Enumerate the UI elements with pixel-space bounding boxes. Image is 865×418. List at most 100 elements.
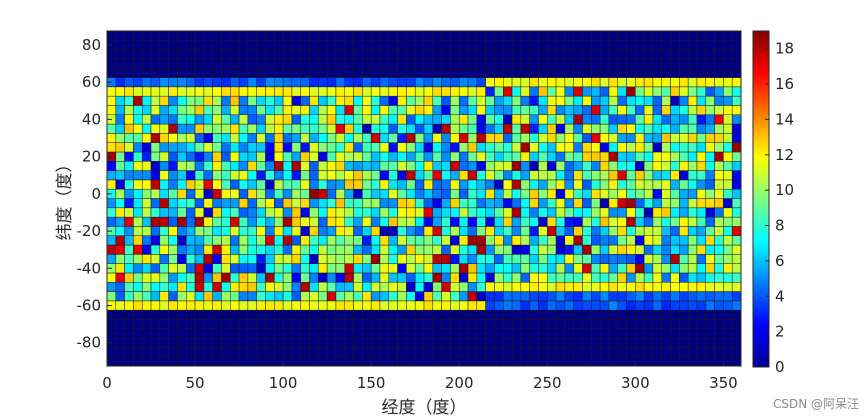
heatmap-cell [511, 123, 522, 134]
heatmap-cell [511, 67, 522, 78]
heatmap-cell [555, 337, 566, 348]
heatmap-cell [423, 30, 434, 41]
heatmap-cell [397, 309, 407, 320]
heatmap-cell [230, 282, 240, 292]
heatmap-cell [379, 328, 390, 339]
heatmap-cell [547, 291, 557, 302]
heatmap-cell [326, 67, 337, 78]
heatmap-cell [414, 67, 425, 78]
heatmap-cell [476, 133, 486, 143]
heatmap-cell [696, 179, 707, 190]
heatmap-cell [344, 226, 354, 236]
heatmap-cell [150, 30, 161, 41]
heatmap-cell [705, 356, 715, 367]
heatmap-cell [423, 337, 434, 348]
heatmap-cell [573, 142, 583, 153]
heatmap-cell [529, 291, 539, 302]
heatmap-cell [221, 347, 231, 357]
heatmap-cell [186, 170, 196, 181]
heatmap-cell [670, 263, 680, 274]
heatmap-cell [626, 207, 636, 218]
heatmap-cell [696, 282, 707, 292]
heatmap-cell [564, 151, 574, 162]
heatmap-cell [705, 226, 715, 236]
heatmap-cell [291, 95, 301, 106]
heatmap-cell [687, 133, 698, 143]
heatmap-cell [274, 216, 284, 227]
heatmap-cell [599, 188, 610, 199]
heatmap-cell [256, 30, 266, 41]
heatmap-cell [529, 337, 539, 348]
heatmap-cell [520, 105, 530, 116]
colorbar-tick-label: 2 [775, 323, 785, 341]
heatmap-cell [485, 300, 495, 311]
heatmap-cell [388, 179, 398, 190]
heatmap-cell [511, 272, 522, 283]
heatmap-cell [432, 272, 442, 283]
heatmap-cell [326, 142, 337, 153]
heatmap-cell [591, 49, 601, 60]
heatmap-cell [547, 179, 557, 190]
heatmap-cell [511, 49, 522, 60]
heatmap-cell [458, 300, 469, 311]
heatmap-cell [626, 235, 636, 246]
heatmap-cell [661, 67, 671, 78]
heatmap-cell [397, 188, 407, 199]
heatmap-cell [256, 161, 266, 171]
heatmap-cell [256, 309, 266, 320]
heatmap-cell [661, 254, 671, 264]
heatmap-cell [221, 263, 231, 274]
heatmap-cell [714, 67, 724, 78]
heatmap-cell [503, 263, 513, 274]
heatmap-cell [467, 105, 478, 116]
heatmap-cell [238, 226, 249, 236]
heatmap-cell [150, 347, 161, 357]
heatmap-cell [591, 123, 601, 134]
heatmap-cell [256, 328, 266, 339]
heatmap-cell [476, 216, 486, 227]
heatmap-cell [194, 272, 205, 283]
heatmap-cell [177, 309, 187, 320]
heatmap-cell [450, 151, 460, 162]
heatmap-cell [388, 347, 398, 357]
heatmap-cell [414, 207, 425, 218]
heatmap-cell [141, 235, 152, 246]
heatmap-cell [168, 356, 178, 367]
heatmap-cell [432, 263, 442, 274]
heatmap-cell [564, 77, 574, 88]
heatmap-cell [159, 179, 169, 190]
heatmap-cell [538, 161, 548, 171]
heatmap-cell [608, 49, 618, 60]
heatmap-cell [247, 254, 257, 264]
heatmap-cell [256, 58, 266, 69]
heatmap-cell [150, 244, 161, 255]
heatmap-cell [150, 123, 161, 134]
heatmap-cell [353, 282, 363, 292]
heatmap-cell [714, 151, 724, 162]
heatmap-cell [696, 356, 707, 367]
heatmap-cell [731, 244, 742, 255]
heatmap-cell [326, 309, 337, 320]
heatmap-cell [124, 105, 134, 116]
heatmap-cell [230, 133, 240, 143]
heatmap-cell [494, 67, 504, 78]
heatmap-cell [247, 198, 257, 209]
heatmap-cell [626, 328, 636, 339]
heatmap-cell [652, 207, 663, 218]
x-tick-label: 200 [445, 374, 474, 392]
heatmap-cell [608, 95, 618, 106]
heatmap-cell [591, 40, 601, 50]
heatmap-cell [529, 226, 539, 236]
heatmap-cell [714, 77, 724, 88]
heatmap-cell [238, 328, 249, 339]
heatmap-cell [362, 319, 372, 330]
heatmap-cell [106, 216, 117, 227]
heatmap-cell [617, 30, 627, 41]
heatmap-cell [186, 95, 196, 106]
heatmap-cell [661, 226, 671, 236]
heatmap-cell [458, 133, 469, 143]
heatmap-cell [529, 254, 539, 264]
heatmap-cell [221, 319, 231, 330]
heatmap-cell [388, 226, 398, 236]
heatmap-cell [573, 198, 583, 209]
